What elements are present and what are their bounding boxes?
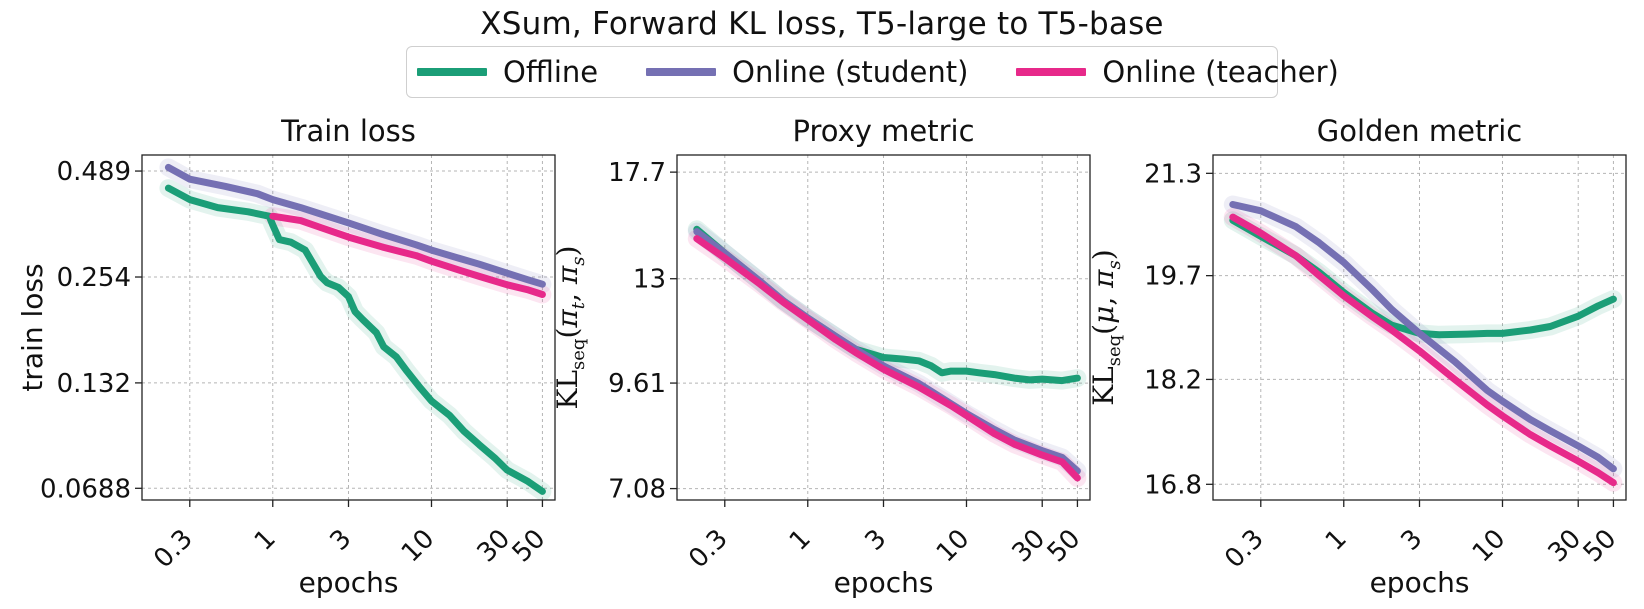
x-tick-label: 50: [1042, 524, 1087, 569]
series-line-online-teacher: [693, 235, 1081, 482]
legend-label-offline: Offline: [503, 55, 599, 89]
x-axis-label: epochs: [834, 566, 934, 599]
y-tick-label: 21.3: [1144, 159, 1202, 189]
y-tick-label: 9.61: [608, 369, 666, 399]
y-tick-label: 0.254: [57, 263, 131, 293]
series-line-offline: [693, 225, 1081, 385]
legend: Offline Online (student) Online (teacher…: [406, 46, 1339, 98]
series-line-offline: [164, 184, 546, 495]
x-tick-label: 1: [249, 524, 282, 557]
series-band-offline: [1223, 211, 1623, 344]
legend-swatch-online-teacher: [1016, 68, 1087, 76]
y-axis-label: KLseq(μ, πs): [1087, 249, 1125, 405]
series-line-online-student: [164, 163, 546, 288]
x-tick-label: 10: [396, 524, 441, 569]
x-axis-label: epochs: [299, 566, 399, 599]
y-axis-label: KLseq(πt, πs): [551, 246, 589, 410]
x-tick-label: 3: [1396, 524, 1429, 557]
x-tick-label: 0.3: [1219, 524, 1269, 574]
panel-title: Train loss: [280, 114, 416, 148]
x-tick-label: 50: [507, 524, 552, 569]
series-line-online-teacher: [269, 212, 546, 298]
legend-item-online-teacher: Online (teacher): [1016, 55, 1339, 89]
y-tick-label: 16.8: [1144, 470, 1202, 500]
x-tick-label: 3: [860, 524, 893, 557]
y-tick-label: 18.2: [1144, 365, 1202, 395]
y-tick-label: 17.7: [608, 158, 666, 188]
x-tick-label: 1: [784, 524, 817, 557]
series-line-online-teacher: [1229, 213, 1617, 487]
legend-label-online-teacher: Online (teacher): [1102, 55, 1339, 89]
panel-title: Proxy metric: [792, 114, 974, 148]
x-tick-label: 1: [1320, 524, 1353, 557]
x-axis-label: epochs: [1370, 566, 1470, 599]
x-tick-label: 50: [1578, 524, 1623, 569]
legend-swatch-offline: [417, 68, 487, 76]
x-tick-label: 3: [325, 524, 358, 557]
figure-title: XSum, Forward KL loss, T5-large to T5-ba…: [480, 6, 1164, 42]
legend-swatch-online-student: [646, 68, 717, 76]
x-tick-label: 0.3: [148, 524, 198, 574]
x-tick-label: 10: [931, 524, 976, 569]
y-tick-label: 0.132: [57, 369, 131, 399]
y-tick-label: 0.489: [57, 157, 131, 187]
panel-title: Golden metric: [1317, 114, 1523, 148]
x-tick-label: 0.3: [683, 524, 733, 574]
y-tick-label: 0.0688: [40, 474, 131, 504]
legend-label-online-student: Online (student): [732, 55, 969, 89]
x-tick-label: 10: [1467, 524, 1512, 569]
y-tick-label: 7.08: [608, 475, 666, 505]
y-tick-label: 19.7: [1144, 262, 1202, 292]
series-line-online-student: [1229, 201, 1617, 473]
y-tick-label: 13: [633, 265, 666, 295]
y-axis-label: train loss: [16, 263, 49, 391]
legend-item-online-student: Online (student): [646, 55, 968, 89]
legend-item-offline: Offline: [417, 55, 598, 89]
